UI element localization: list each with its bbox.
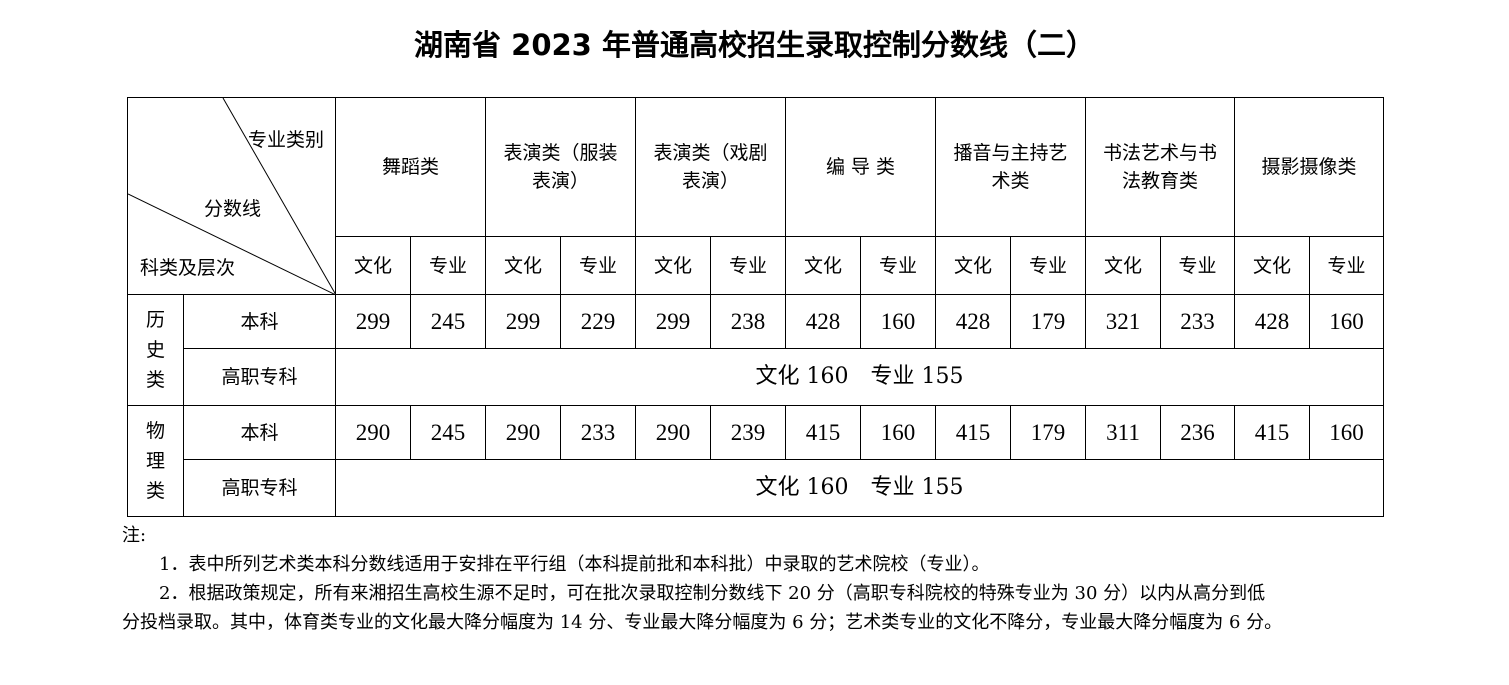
score-cell: 321 — [1085, 294, 1161, 349]
category-cell: 物理类 — [127, 405, 184, 517]
score-cell: 233 — [1160, 294, 1235, 349]
score-cell: 160 — [1309, 294, 1384, 349]
group-header: 摄影摄像类 — [1234, 97, 1384, 237]
notes: 注: 1．表中所列艺术类本科分数线适用于安排在平行组（本科提前批和本科批）中录取… — [122, 521, 1392, 637]
score-cell: 428 — [785, 294, 861, 349]
category-label: 历史类 — [146, 309, 166, 391]
header-subject-level: 科类及层次 — [140, 257, 236, 279]
group-header: 表演类（戏剧表演） — [635, 97, 786, 237]
table-row: 历史类 本科 299 245 299 229 299 238 428 160 428 179 321 23… — [127, 294, 1384, 406]
score-cell: 179 — [1010, 294, 1086, 349]
score-cell: 428 — [1234, 294, 1310, 349]
score-cell: 236 — [1160, 405, 1235, 460]
score-cell: 160 — [860, 294, 936, 349]
sub-header-culture: 文化 — [1085, 236, 1161, 295]
score-cell: 415 — [785, 405, 861, 460]
score-cell: 229 — [560, 294, 636, 349]
sub-header-culture: 文化 — [785, 236, 861, 295]
score-cell: 160 — [860, 405, 936, 460]
score-cell: 245 — [410, 405, 486, 460]
table-row: 物理类 本科 290 245 290 233 290 239 415 160 415 179 311 23… — [127, 405, 1384, 517]
sub-header-specialty: 专业 — [1309, 236, 1384, 295]
sub-header-culture: 文化 — [635, 236, 711, 295]
score-table: 专业类别 分数线 科类及层次 舞蹈类 表演类（服装表演） 表演类（戏剧表演）编 导 … — [127, 97, 1384, 517]
score-cell: 311 — [1085, 405, 1161, 460]
diagonal-header-cell: 专业类别 分数线 科类及层次 — [127, 97, 336, 295]
sub-header-culture: 文化 — [1234, 236, 1310, 295]
level-cell: 本科 — [183, 405, 336, 460]
notes-label: 注: — [122, 525, 147, 546]
score-cell: 290 — [635, 405, 711, 460]
score-cell: 290 — [335, 405, 411, 460]
table-row: 高职专科 文化 160 专业 155 — [128, 348, 1384, 406]
level-cell: 本科 — [183, 294, 336, 349]
score-cell: 160 — [1309, 405, 1384, 460]
sub-header-specialty: 专业 — [1160, 236, 1235, 295]
note-2-cont: 分投档录取。其中，体育类专业的文化最大降分幅度为 14 分、专业最大降分幅度为 … — [122, 612, 1283, 633]
group-header: 编 导 类 — [785, 97, 936, 237]
sub-header-specialty: 专业 — [860, 236, 936, 295]
group-header: 书法艺术与书法教育类 — [1085, 97, 1235, 237]
diagonal-lines — [128, 98, 336, 295]
note-1: 1．表中所列艺术类本科分数线适用于安排在平行组（本科提前批和本科批）中录取的艺术… — [159, 554, 990, 575]
group-header: 播音与主持艺术类 — [935, 97, 1086, 237]
table-row: 高职专科 文化 160 专业 155 — [128, 459, 1384, 517]
group-header: 舞蹈类 — [335, 97, 486, 237]
sub-header-culture: 文化 — [935, 236, 1011, 295]
score-cell: 299 — [485, 294, 561, 349]
group-header: 表演类（服装表演） — [485, 97, 636, 237]
sub-header-culture: 文化 — [485, 236, 561, 295]
score-cell: 245 — [410, 294, 486, 349]
score-cell: 233 — [560, 405, 636, 460]
score-cell: 179 — [1010, 405, 1086, 460]
score-cell: 290 — [485, 405, 561, 460]
score-cell: 428 — [935, 294, 1011, 349]
score-cell: 299 — [335, 294, 411, 349]
category-label: 物理类 — [146, 420, 166, 502]
score-cell: 239 — [710, 405, 786, 460]
score-cell: 415 — [935, 405, 1011, 460]
page-title: 湖南省 2023 年普通高校招生录取控制分数线（二） — [414, 28, 1095, 62]
sub-header-specialty: 专业 — [410, 236, 486, 295]
sub-header-specialty: 专业 — [560, 236, 636, 295]
level-cell: 高职专科 — [183, 459, 336, 517]
category-cell: 历史类 — [127, 294, 184, 406]
merged-score-cell: 文化 160 专业 155 — [335, 348, 1384, 406]
score-cell: 415 — [1234, 405, 1310, 460]
merged-score-cell: 文化 160 专业 155 — [335, 459, 1384, 517]
note-2: 2．根据政策规定，所有来湘招生高校生源不足时，可在批次录取控制分数线下 20 分… — [159, 583, 1266, 604]
sub-header-specialty: 专业 — [710, 236, 786, 295]
score-cell: 299 — [635, 294, 711, 349]
header-score-line: 分数线 — [204, 198, 262, 220]
sub-header-culture: 文化 — [335, 236, 411, 295]
sub-header-specialty: 专业 — [1010, 236, 1086, 295]
score-cell: 238 — [710, 294, 786, 349]
header-specialty-category: 专业类别 — [248, 129, 325, 151]
level-cell: 高职专科 — [183, 348, 336, 406]
